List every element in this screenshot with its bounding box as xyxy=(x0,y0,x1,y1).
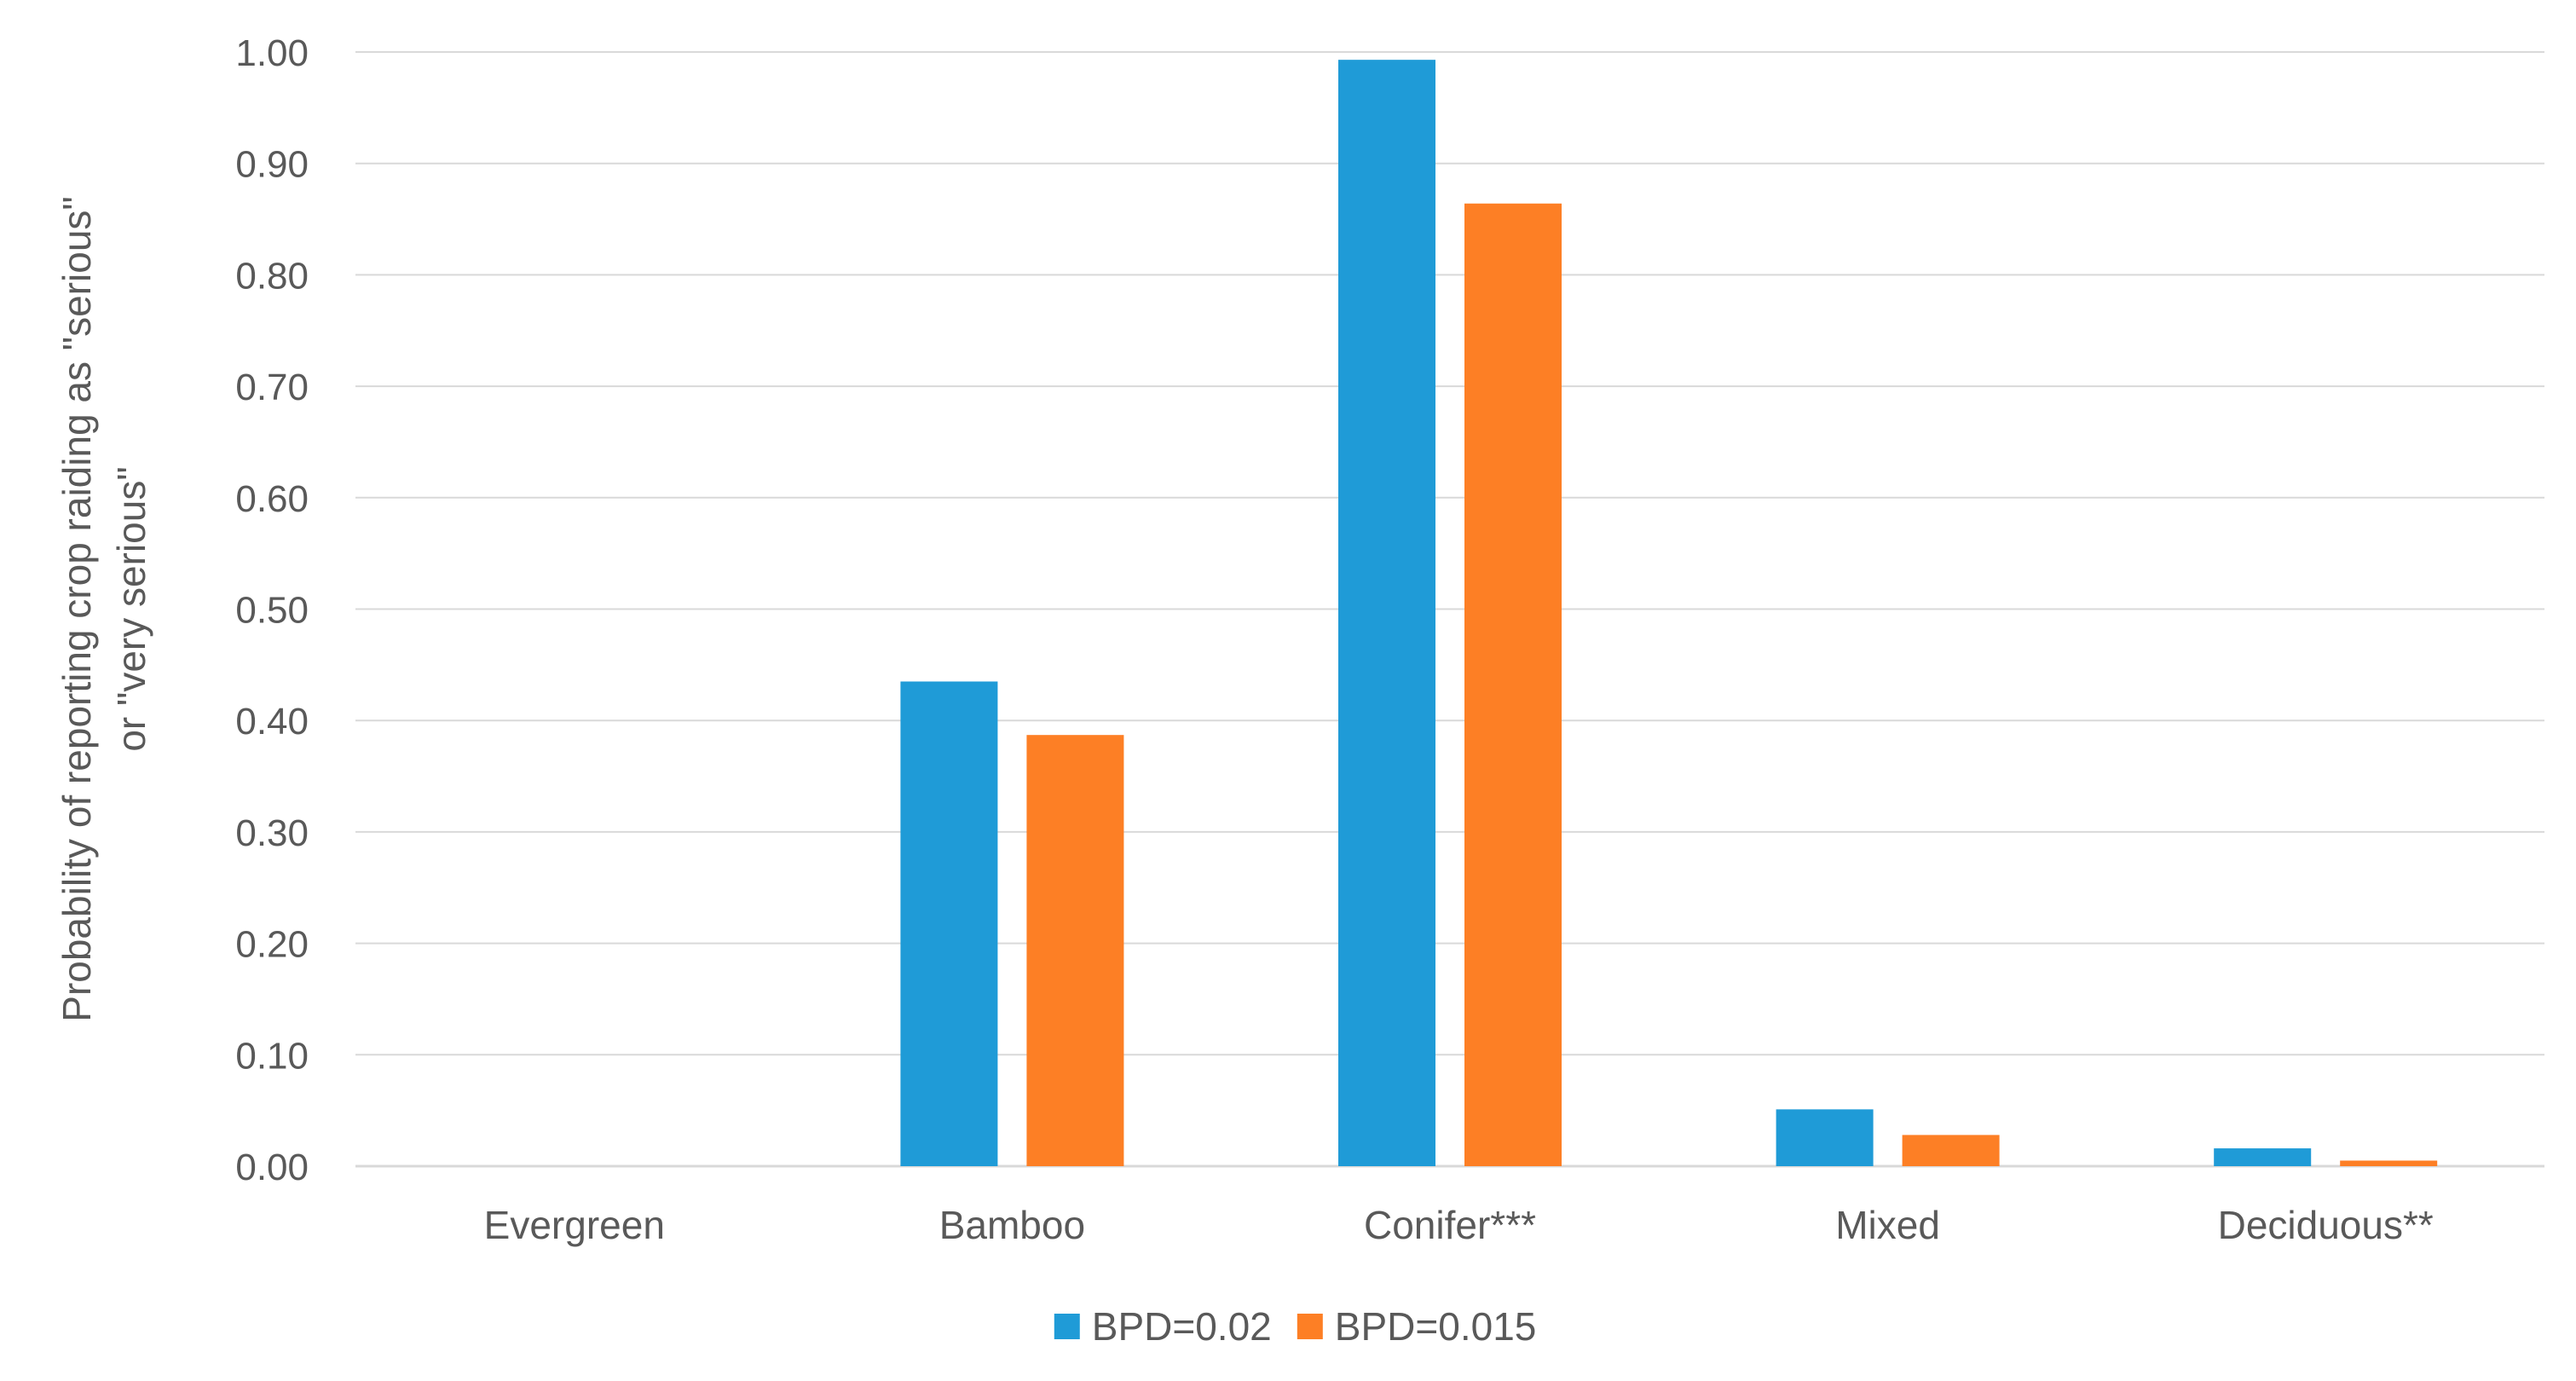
bar-bpd-0-015-mixed xyxy=(1902,1135,2000,1166)
y-tick-label: 0.90 xyxy=(235,144,309,186)
legend-label: BPD=0.02 xyxy=(1092,1304,1272,1349)
x-tick-label: Mixed xyxy=(1835,1203,1940,1247)
x-tick-label: Evergreen xyxy=(484,1203,665,1247)
y-tick-label: 0.40 xyxy=(235,701,309,743)
y-tick-labels: 0.00 0.10 0.20 0.30 0.40 0.50 0.60 0.70 0.80 0.90… xyxy=(235,32,309,1188)
y-axis-title: Probability of reporting crop raiding as… xyxy=(55,196,153,1021)
y-tick-label: 0.10 xyxy=(235,1035,309,1077)
legend-label: BPD=0.015 xyxy=(1335,1304,1537,1349)
x-tick-label: Deciduous** xyxy=(2218,1203,2434,1247)
y-tick-label: 0.00 xyxy=(235,1147,309,1188)
y-tick-label: 0.80 xyxy=(235,255,309,297)
y-tick-label: 0.20 xyxy=(235,924,309,966)
y-axis-label-line: or "very serious" xyxy=(109,466,153,751)
y-tick-label: 0.30 xyxy=(235,812,309,854)
bar-bpd-0-02-deciduous xyxy=(2214,1148,2312,1166)
legend: BPD=0.02 BPD=0.015 xyxy=(1054,1304,1537,1349)
bar-bpd-0-015-bamboo xyxy=(1026,735,1124,1166)
y-axis-label-line: Probability of reporting crop raiding as… xyxy=(55,196,99,1021)
gridlines xyxy=(355,51,2544,1056)
legend-swatch xyxy=(1054,1314,1080,1339)
bar-bpd-0-02-bamboo xyxy=(900,681,998,1166)
bar-bpd-0-015-conifer xyxy=(1464,203,1562,1167)
y-tick-label: 0.60 xyxy=(235,478,309,520)
x-tick-label: Conifer*** xyxy=(1364,1203,1536,1247)
bar-bpd-0-015-deciduous xyxy=(2340,1160,2438,1166)
y-tick-label: 0.50 xyxy=(235,590,309,632)
legend-swatch xyxy=(1297,1314,1323,1339)
y-tick-label: 1.00 xyxy=(235,32,309,74)
bar-bpd-0-02-conifer xyxy=(1338,60,1435,1166)
y-tick-label: 0.70 xyxy=(235,367,309,408)
bars xyxy=(900,60,2438,1167)
bar-bpd-0-02-mixed xyxy=(1776,1109,1874,1166)
x-tick-labels: Evergreen Bamboo Conifer*** Mixed Deciduous*… xyxy=(484,1203,2434,1247)
x-tick-label: Bamboo xyxy=(939,1203,1085,1247)
y-axis-label: Probability of reporting crop raiding as… xyxy=(55,196,153,1021)
